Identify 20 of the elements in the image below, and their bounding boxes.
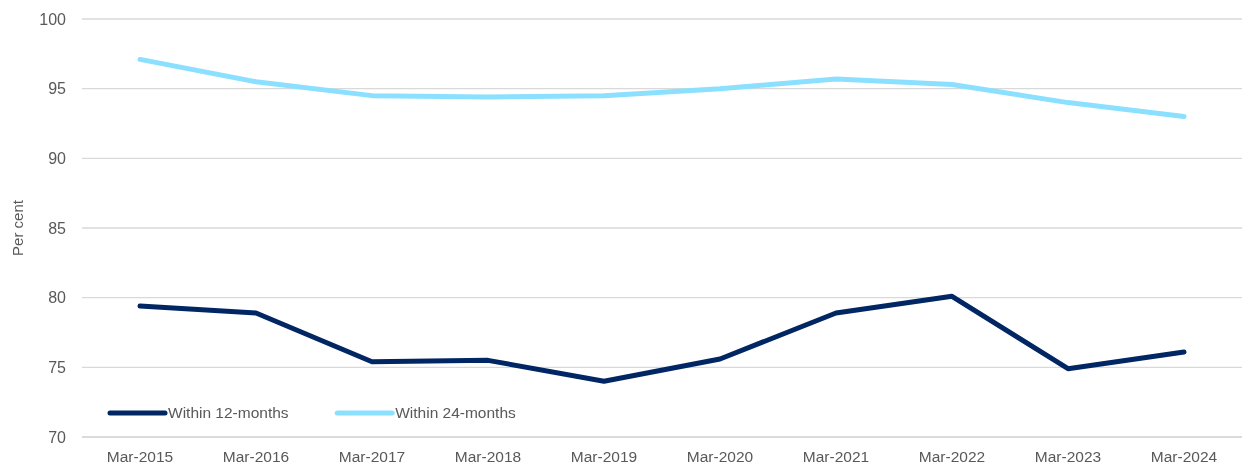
x-tick-label: Mar-2022 (918, 448, 986, 466)
y-tick-label: 70 (48, 428, 67, 446)
y-tick-label: 100 (39, 10, 67, 28)
x-tick-label: Mar-2024 (1150, 448, 1218, 466)
y-tick-label: 75 (48, 358, 67, 376)
x-tick-label: Mar-2016 (222, 448, 290, 466)
y-tick-label: 95 (48, 80, 67, 98)
x-tick-label: Mar-2020 (686, 448, 754, 466)
x-tick-label: Mar-2023 (1034, 448, 1102, 466)
y-tick-label: 85 (48, 219, 67, 237)
x-tick-label: Mar-2018 (454, 448, 522, 466)
y-tick-label: 90 (48, 149, 67, 167)
y-tick-label: 80 (48, 289, 67, 307)
legend-label: Within 12-months (168, 404, 289, 422)
x-tick-label: Mar-2015 (106, 448, 174, 466)
x-tick-label: Mar-2019 (570, 448, 638, 466)
y-axis-title: Per cent (9, 199, 27, 256)
legend-label: Within 24-months (395, 404, 517, 422)
x-tick-label: Mar-2021 (802, 448, 870, 466)
x-tick-label: Mar-2017 (338, 448, 406, 466)
